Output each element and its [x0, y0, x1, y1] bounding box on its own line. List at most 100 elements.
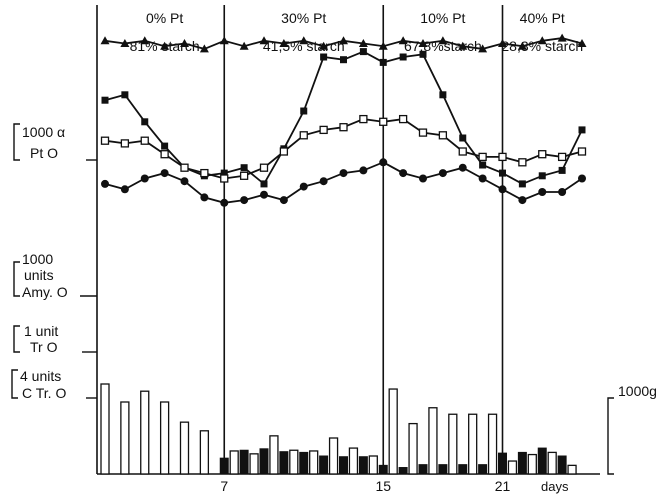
filled-circle-point: [558, 188, 567, 196]
bars-right-bracket: [607, 397, 614, 475]
open-square-point: [259, 163, 269, 172]
triangle-point: [557, 33, 567, 42]
filled-square-point: [578, 126, 586, 134]
open-bar: [468, 413, 478, 475]
open-bar: [547, 451, 557, 475]
filled-circle-point: [220, 198, 229, 207]
alpha-pt-bracket: [13, 123, 20, 161]
period-pt-label: 40% Pt: [520, 10, 565, 26]
x-axis-label: days: [541, 479, 569, 494]
tr-label-2: Tr O: [30, 339, 58, 355]
filled-circle-point: [101, 179, 109, 188]
open-bar: [159, 401, 170, 475]
filled-circle-point: [399, 169, 408, 178]
filled-circle-point: [180, 177, 189, 186]
open-square-point: [359, 114, 368, 124]
filled-circle-point: [478, 174, 487, 183]
triangle-point: [180, 39, 189, 47]
filled-bar: [517, 451, 527, 475]
open-square-point: [538, 150, 547, 159]
period-pt-label: 0% Pt: [146, 10, 183, 26]
open-bar: [269, 435, 279, 475]
filled-circle-point: [240, 196, 249, 205]
open-square-point: [398, 114, 408, 124]
open-bar: [179, 421, 190, 475]
filled-square-point: [439, 91, 447, 99]
x-tick-labels: 7 15 21: [220, 478, 510, 494]
triangle-point: [339, 36, 348, 45]
filled-square-point: [260, 180, 268, 188]
open-square-point: [239, 171, 249, 180]
filled-circle-point: [279, 196, 288, 205]
filled-square-point: [121, 91, 129, 99]
triangle-point: [279, 39, 289, 47]
filled-square-point: [300, 107, 308, 115]
filled-bar: [557, 455, 567, 475]
filled-circle-point: [578, 174, 586, 183]
open-square-point: [339, 123, 348, 132]
open-bar: [328, 437, 339, 475]
filled-square-point: [518, 180, 526, 188]
period-dividers: [223, 5, 504, 474]
open-square-point: [577, 147, 587, 156]
filled-square-point: [320, 53, 328, 61]
filled-bar: [339, 456, 348, 475]
filled-bar: [398, 467, 408, 475]
open-bar: [507, 460, 518, 475]
filled-circle-point: [518, 196, 527, 205]
filled-bar: [239, 449, 249, 475]
triangle-point: [498, 39, 507, 47]
triangle-point: [239, 41, 249, 50]
open-square-point: [438, 131, 448, 140]
open-square-point: [140, 136, 149, 145]
ctr-label-1: 4 units: [20, 368, 61, 384]
filled-circle-point: [498, 185, 507, 194]
open-bar: [249, 453, 259, 475]
triangle-point: [100, 36, 110, 45]
filled-square-point: [499, 169, 506, 177]
open-square-point: [498, 152, 507, 162]
open-bar: [388, 388, 398, 475]
alpha-pt-label-2: Pt O: [30, 145, 58, 161]
open-square-point: [160, 150, 169, 159]
triangle-point: [398, 36, 408, 45]
filled-square-point: [359, 48, 367, 56]
period-starch-label: 28,3% starch: [501, 38, 583, 54]
filled-bar: [378, 464, 388, 475]
filled-square-point: [141, 118, 149, 126]
triangle-point: [418, 39, 428, 47]
open-bar: [368, 455, 378, 475]
filled-bar: [279, 451, 289, 475]
filled-bar: [418, 464, 428, 475]
amy-label-2: units: [24, 267, 54, 283]
filled-bar: [358, 456, 368, 475]
open-square-point: [220, 174, 229, 183]
triangle-point: [438, 36, 448, 45]
filled-bar: [299, 451, 309, 475]
filled-bar: [478, 464, 488, 475]
filled-circle-point: [339, 169, 348, 178]
period-pt-label: 10% Pt: [420, 10, 465, 26]
open-square-point: [319, 125, 328, 135]
open-bar: [408, 422, 418, 475]
open-bar: [428, 407, 438, 475]
x-tick-label: 21: [495, 478, 511, 494]
open-bar: [199, 430, 210, 475]
open-square-point: [200, 168, 209, 178]
amy-label-1: 1000: [22, 251, 53, 267]
triangle-point: [537, 36, 547, 45]
triangle-point: [517, 41, 527, 50]
triangle-point: [219, 36, 229, 45]
filled-square-point: [419, 50, 427, 58]
open-square-point: [418, 128, 428, 137]
filled-bar: [498, 452, 507, 475]
triangle-point: [319, 41, 329, 50]
filled-square-point: [459, 134, 467, 142]
filled-bar: [219, 457, 229, 475]
open-square-point: [518, 158, 527, 167]
filled-bar: [537, 447, 547, 475]
filled-circle-point: [319, 177, 328, 186]
filled-circle-point: [538, 188, 547, 196]
open-square-point: [299, 131, 308, 140]
